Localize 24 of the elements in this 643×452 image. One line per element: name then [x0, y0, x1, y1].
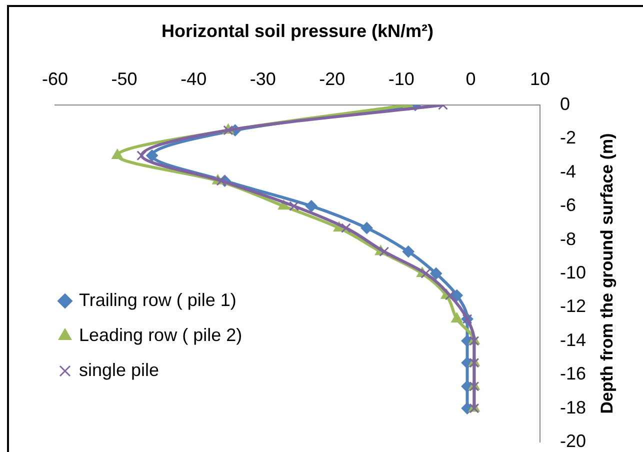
y-axis-title: Depth from the ground surface (m) — [598, 133, 617, 414]
y-tick-label: -18 — [560, 397, 586, 418]
y-tick-label: -8 — [560, 228, 576, 249]
y-tick-label: 0 — [560, 94, 570, 114]
legend-label: Trailing row ( pile 1) — [79, 290, 236, 310]
y-tick-label: -6 — [560, 195, 576, 216]
x-tick-label: -20 — [319, 69, 346, 90]
x-tick-label: -60 — [42, 69, 68, 90]
x-axis-title: Horizontal soil pressure (kN/m²) — [161, 20, 434, 41]
x-tick-label: -10 — [388, 69, 414, 90]
y-tick-label: -20 — [560, 430, 586, 451]
x-tick-label: -50 — [111, 69, 138, 90]
y-tick-label: -10 — [560, 262, 586, 282]
y-tick-label: -4 — [560, 161, 576, 182]
y-tick-label: -14 — [560, 330, 586, 350]
y-tick-label: -12 — [560, 296, 586, 316]
legend-label: single pile — [79, 360, 160, 380]
x-tick-label: 0 — [466, 69, 476, 90]
y-tick-label: -16 — [560, 364, 586, 384]
legend-label: Leading row ( pile 2) — [79, 324, 242, 345]
x-tick-label: -30 — [250, 69, 276, 90]
x-tick-label: -40 — [180, 69, 207, 90]
y-tick-label: -2 — [560, 128, 576, 148]
x-tick-label: 10 — [530, 69, 550, 90]
